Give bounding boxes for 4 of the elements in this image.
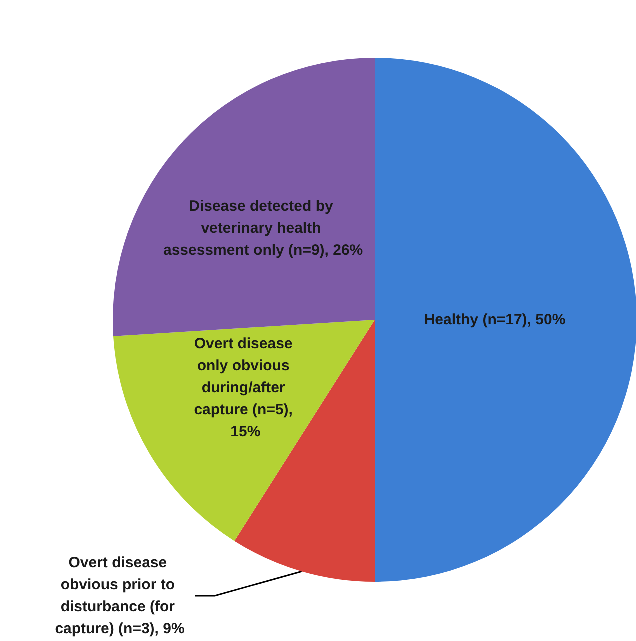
slice-label: Overt disease obvious prior to disturbance (for capture) (n=3), 9%: [55, 554, 185, 638]
slice-label: Healthy (n=17), 50%: [424, 312, 566, 328]
slice-label: Overt disease only obvious during/after capture (n=5), 15%: [194, 336, 298, 441]
slice-label: Disease detected by veterinary health assessment only (n=9), 26%: [163, 198, 364, 259]
